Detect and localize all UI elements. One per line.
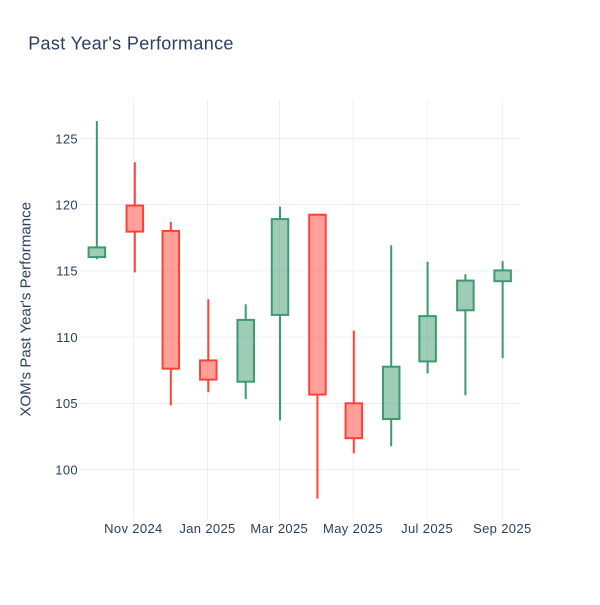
svg-text:Jul 2025: Jul 2025 — [401, 521, 453, 536]
svg-text:115: 115 — [56, 264, 78, 279]
svg-text:110: 110 — [56, 330, 78, 345]
svg-text:105: 105 — [55, 396, 78, 411]
svg-text:120: 120 — [55, 198, 78, 213]
svg-text:100: 100 — [55, 462, 78, 477]
svg-text:Jan 2025: Jan 2025 — [179, 521, 235, 536]
svg-text:125: 125 — [55, 131, 78, 146]
svg-text:Past Year's Performance: Past Year's Performance — [28, 33, 234, 53]
svg-text:Sep 2025: Sep 2025 — [473, 521, 531, 536]
svg-text:XOM's Past Year's Performance: XOM's Past Year's Performance — [17, 202, 34, 417]
svg-text:Mar 2025: Mar 2025 — [250, 521, 308, 536]
svg-text:Nov 2024: Nov 2024 — [104, 521, 162, 536]
svg-text:May 2025: May 2025 — [323, 521, 383, 536]
